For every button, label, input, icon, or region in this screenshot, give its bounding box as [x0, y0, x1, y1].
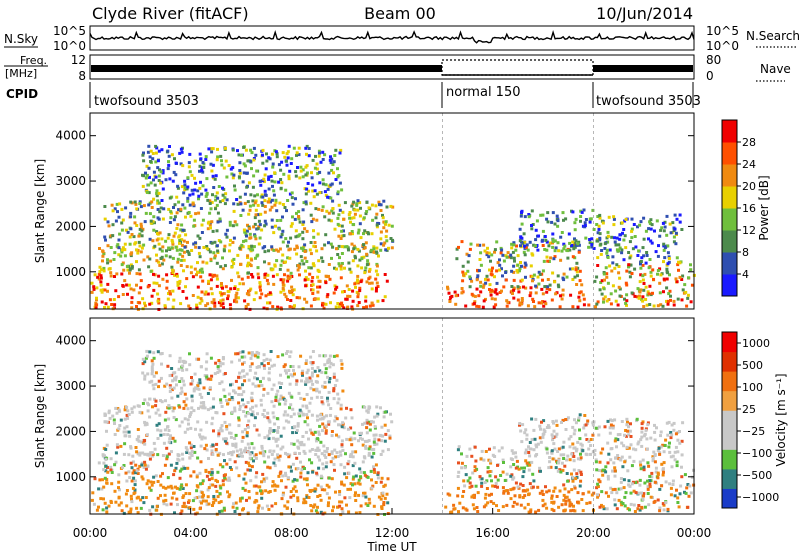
cpid-label: CPID [6, 87, 38, 101]
nave-tick-top: 80 [706, 53, 721, 67]
nsearch-tick-top: 10^5 [706, 24, 739, 38]
velocity-xtick: 16:00 [475, 526, 510, 540]
freq-label-bottom: [MHz] [5, 67, 37, 80]
power-colorbar-tick: 8 [742, 246, 749, 259]
velocity-ytick: 3000 [55, 379, 86, 393]
power-panel: 1000 2000 3000 4000 Slant Range [km] [33, 112, 696, 311]
velocity-ytick: 1000 [55, 470, 86, 484]
power-colorbar-swatch [722, 208, 737, 231]
freq-tick-bottom: 8 [78, 69, 86, 83]
velocity-ytick: 4000 [55, 334, 86, 348]
nave-label: Nave [760, 62, 791, 76]
velocity-ytick: 2000 [55, 424, 86, 438]
power-data [90, 113, 696, 311]
date-title: 10/Jun/2014 [596, 4, 693, 23]
velocity-data [90, 318, 696, 517]
cpid-mode-3: twofsound 3503 [596, 94, 701, 109]
beam-title: Beam 00 [364, 4, 436, 23]
velocity-colorbar-tick: −25 [742, 425, 765, 438]
velocity-colorbar-tick: 100 [742, 381, 763, 394]
velocity-colorbar-swatch [722, 488, 737, 509]
freq-band-2 [593, 65, 693, 72]
velocity-colorbar-tick: −500 [742, 469, 772, 482]
nsearch-tick-bottom: 10^0 [706, 39, 739, 53]
power-colorbar-label: Power [dB] [757, 175, 771, 240]
power-colorbar-swatch [722, 252, 737, 275]
velocity-xtick: 00:00 [73, 526, 108, 540]
nave-block [441, 59, 594, 76]
velocity-colorbar-tick: 25 [742, 403, 756, 416]
cpid-panel: CPID twofsound 3503 normal 150 twofsound… [6, 82, 701, 109]
velocity-xtick: 08:00 [274, 526, 309, 540]
power-colorbar-tick: 20 [742, 180, 756, 193]
freq-panel: Freq. [MHz] 12 8 80 0 Nave [4, 53, 791, 83]
nave-tick-bottom: 0 [706, 69, 714, 83]
power-colorbar-swatch [722, 120, 737, 143]
velocity-xtick: 12:00 [375, 526, 410, 540]
velocity-colorbar-swatch [722, 429, 737, 450]
velocity-colorbar-swatch [722, 468, 737, 489]
velocity-ylabel: Slant Range [km] [33, 364, 47, 468]
power-colorbar-swatch [722, 274, 737, 297]
cpid-mode-2: normal 150 [446, 85, 521, 100]
nsky-tick-top: 10^5 [53, 24, 86, 38]
freq-band-1 [91, 65, 442, 72]
velocity-colorbar-swatch [722, 390, 737, 411]
power-colorbar-tick: 12 [742, 224, 756, 237]
velocity-colorbar-swatch [722, 410, 737, 431]
velocity-colorbar-label: Velocity [m s⁻¹] [774, 373, 788, 466]
velocity-colorbar-swatch [722, 449, 737, 470]
velocity-colorbar-swatch [722, 332, 737, 353]
power-colorbar-tick: 4 [742, 268, 749, 281]
power-colorbar: 4 8 12 16 20 24 28 Power [dB] [721, 119, 771, 297]
power-colorbar-tick: 16 [742, 202, 756, 215]
velocity-colorbar-swatch [722, 371, 737, 392]
nsky-label: N.Sky [4, 32, 38, 46]
power-colorbar-swatch [722, 230, 737, 253]
power-colorbar-tick: 24 [742, 158, 756, 171]
velocity-colorbar-swatch [722, 351, 737, 372]
site-title: Clyde River (fitACF) [92, 4, 249, 23]
power-ytick: 3000 [55, 174, 86, 188]
velocity-xtick: 04:00 [173, 526, 208, 540]
nsearch-label: N.Search [746, 29, 800, 43]
nsky-panel: N.Sky 10^5 10^0 10^5 10^0 N.Search [4, 24, 800, 53]
velocity-xtick: 20:00 [576, 526, 611, 540]
velocity-panel: 1000 2000 3000 4000 00:00 04:00 08:00 12:00 16:… [33, 317, 712, 554]
velocity-colorbar-tick: −100 [742, 447, 772, 460]
velocity-colorbar-tick: 500 [742, 359, 763, 372]
velocity-xtick: 00:00 [677, 526, 712, 540]
power-ytick: 4000 [55, 129, 86, 143]
power-colorbar-swatch [722, 142, 737, 165]
power-colorbar-swatch [722, 164, 737, 187]
cpid-mode-1: twofsound 3503 [94, 94, 199, 109]
nsky-tick-bottom: 10^0 [53, 39, 86, 53]
velocity-colorbar: 1000 500 100 25 −25 −100 −500 −1000 Velocity [m… [721, 331, 788, 509]
velocity-colorbar-tick: −1000 [742, 491, 779, 504]
freq-tick-top: 12 [71, 53, 86, 67]
nsky-trace [89, 29, 695, 44]
power-ytick: 1000 [55, 265, 86, 279]
velocity-xlabel: Time UT [366, 540, 417, 554]
power-colorbar-tick: 28 [742, 136, 756, 149]
velocity-colorbar-tick: 1000 [742, 337, 770, 350]
power-ytick: 2000 [55, 219, 86, 233]
freq-label-top: Freq. [20, 54, 47, 67]
power-ylabel: Slant Range [km] [33, 159, 47, 263]
power-colorbar-swatch [722, 186, 737, 209]
